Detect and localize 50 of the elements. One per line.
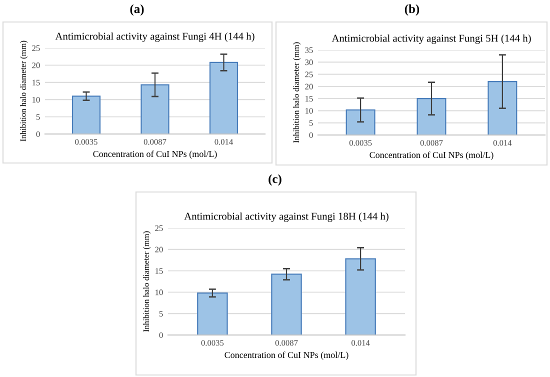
x-tick-label: 0.014 <box>493 140 512 146</box>
y-tick-label: 20 <box>155 246 163 252</box>
x-axis-title: Concentration of CuI NPs (mol/L) <box>370 152 494 160</box>
chart-title: Antimicrobial activity against Fungi 4H (144 h) <box>55 32 254 42</box>
x-tick-label: 0.0087 <box>420 140 443 146</box>
y-tick-label: 20 <box>305 84 313 90</box>
y-tick-label: 25 <box>32 45 40 51</box>
y-tick-label: 10 <box>32 96 40 103</box>
y-axis-title: Inhibition halo diameter (mm) <box>20 40 28 142</box>
bar <box>140 84 170 134</box>
y-tick-label: 5 <box>159 311 163 317</box>
y-axis-title: Inhibition halo diameter (mm) <box>143 231 151 332</box>
chart-title: Antimicrobial activity against Fungi 18H (144 h) <box>184 212 388 222</box>
bar <box>488 81 518 135</box>
y-tick-label: 10 <box>306 108 313 114</box>
y-tick-label: 10 <box>156 290 163 296</box>
text: (c) <box>268 174 282 186</box>
y-tick-label: 15 <box>32 80 40 86</box>
y-tick-label: 0 <box>309 132 313 138</box>
bar <box>72 96 101 134</box>
chart-title: Antimicrobial activity against Fungi 5H (144 h) <box>332 34 531 44</box>
x-axis-title: Concentration of CuI NPs (mol/L) <box>224 352 348 360</box>
x-tick-label: 0.014 <box>214 139 233 145</box>
y-tick-label: 5 <box>36 114 40 120</box>
y-tick-label: 30 <box>305 59 313 66</box>
x-tick-label: 0.0035 <box>201 340 224 346</box>
bar <box>416 98 446 135</box>
y-tick-label: 15 <box>156 268 163 274</box>
y-tick-label: 5 <box>309 120 313 126</box>
y-tick-label: 25 <box>155 225 163 231</box>
bar <box>345 258 376 335</box>
x-tick-label: 0.014 <box>352 340 370 346</box>
y-tick-label: 20 <box>32 62 40 68</box>
bar <box>271 274 302 335</box>
x-tick-label: 0.0035 <box>75 139 98 145</box>
y-tick-label: 15 <box>306 96 313 102</box>
x-tick-label: 0.0087 <box>144 139 166 145</box>
bar <box>209 62 238 134</box>
text: (b) <box>404 4 420 16</box>
bar <box>197 292 228 335</box>
y-tick-label: 0 <box>159 332 163 338</box>
bar <box>346 109 376 135</box>
x-tick-label: 0.0087 <box>275 340 298 346</box>
text: (a) <box>130 4 144 16</box>
x-axis-title: Concentration of CuI NPs (mol/L) <box>93 150 217 159</box>
y-axis-title: Inhibition halo diameter (mm) <box>293 42 301 143</box>
y-tick-label: 35 <box>305 47 313 53</box>
y-tick-label: 0 <box>36 131 40 137</box>
x-tick-label: 0.0035 <box>349 140 372 146</box>
y-tick-label: 25 <box>305 72 313 78</box>
